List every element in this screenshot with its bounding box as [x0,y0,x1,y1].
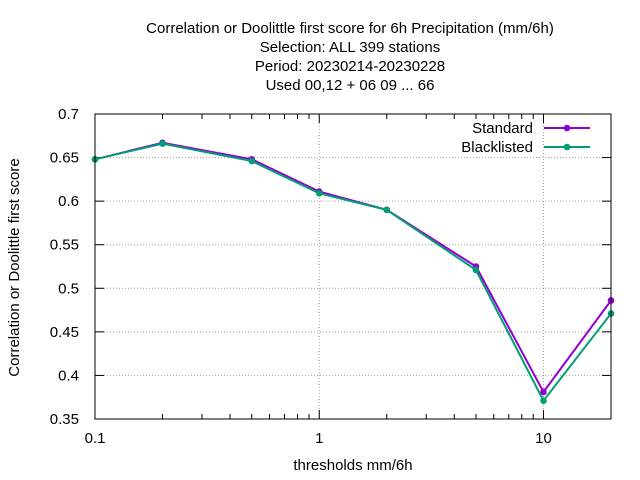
data-point [540,388,547,396]
x-tick-label: 10 [535,430,552,447]
data-point [159,140,166,147]
y-tick-label: 0.65 [50,150,79,167]
y-tick-label: 0.45 [50,324,79,341]
plot-frame [94,113,612,420]
data-point [315,190,323,197]
title-line: Period: 20230214-20230228 [255,58,445,75]
y-tick-label: 0.6 [58,193,79,210]
title-line: Used 00,12 + 06 09 ... 66 [266,77,435,94]
y-tick-label: 0.7 [58,106,79,123]
data-point [472,266,480,274]
legend-label: Standard [472,120,533,137]
legend: Standard Blacklisted [461,120,590,156]
x-tick-label: 0.1 [85,430,106,447]
legend-label: Blacklisted [461,139,533,156]
series-blacklisted [91,140,615,405]
y-tick-label: 0.35 [50,411,79,428]
title-line: Correlation or Doolittle first score for… [146,20,554,37]
y-tick-labels: 0.35 0.4 0.45 0.5 0.55 0.6 0.65 0.7 [50,106,79,428]
data-point [248,157,256,165]
series-line [94,141,612,394]
legend-swatch-marker [563,124,571,132]
data-point [540,397,547,405]
series-standard [91,139,615,396]
y-tick-label: 0.5 [58,280,79,297]
grid [95,114,611,419]
x-tick-label: 1 [315,430,323,447]
series-line [94,142,612,403]
series-group [91,139,615,405]
y-axis-label: Correlation or Doolittle first score [6,158,23,376]
legend-swatch-marker [563,143,571,151]
title-line: Selection: ALL 399 stations [260,39,440,56]
legend-item: Blacklisted [461,139,590,156]
data-point [383,206,391,214]
x-tick-labels: 0.1 1 10 [85,430,552,447]
y-tick-label: 0.4 [58,367,79,384]
chart-title: Correlation or Doolittle first score for… [146,20,554,94]
x-axis-label: thresholds mm/6h [293,457,412,474]
y-tick-label: 0.55 [50,237,79,254]
legend-item: Standard [472,120,590,137]
